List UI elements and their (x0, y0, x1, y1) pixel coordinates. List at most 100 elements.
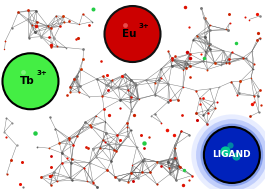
Point (187, 179, 191, 182)
Point (227, 58, 231, 61)
Point (206, 111, 210, 114)
Point (132, 114, 136, 117)
Point (135, 177, 140, 180)
Point (187, 26, 191, 29)
Point (172, 133, 176, 136)
Point (215, 101, 219, 104)
Point (129, 95, 133, 98)
Circle shape (2, 53, 59, 109)
Point (157, 161, 161, 164)
Point (35, 146, 39, 149)
Point (99, 59, 103, 62)
Point (129, 171, 134, 174)
Point (64, 46, 68, 49)
Point (106, 88, 110, 91)
Point (228, 144, 233, 147)
Point (116, 86, 120, 89)
Point (167, 167, 171, 170)
Point (234, 155, 238, 158)
Point (208, 43, 212, 46)
Point (250, 103, 254, 106)
Point (176, 167, 180, 170)
Point (168, 172, 172, 175)
Point (181, 184, 185, 187)
Point (190, 174, 194, 177)
Point (126, 180, 130, 184)
Point (114, 149, 119, 152)
Point (258, 36, 262, 40)
Point (54, 14, 58, 17)
Point (130, 171, 134, 174)
Point (115, 134, 120, 137)
Point (185, 51, 189, 54)
Point (21, 185, 25, 188)
Point (242, 15, 247, 19)
Point (65, 156, 69, 159)
Point (140, 170, 144, 174)
Point (259, 103, 263, 106)
Point (252, 94, 256, 97)
Point (174, 179, 178, 182)
Point (199, 7, 204, 10)
Point (94, 155, 98, 158)
Point (203, 36, 207, 39)
Point (186, 62, 190, 65)
Point (227, 22, 232, 25)
Point (183, 60, 187, 63)
Point (67, 19, 71, 22)
Point (202, 56, 206, 59)
Point (137, 98, 141, 101)
Point (48, 183, 53, 186)
Point (10, 122, 14, 125)
Point (33, 31, 37, 34)
Point (180, 114, 184, 117)
Point (173, 144, 177, 147)
Point (139, 134, 143, 137)
Point (105, 74, 109, 77)
Point (123, 72, 127, 75)
Point (69, 179, 74, 182)
Point (101, 139, 105, 142)
Point (191, 38, 195, 41)
Point (39, 35, 43, 38)
Point (224, 61, 228, 64)
Point (247, 18, 251, 21)
Point (147, 136, 152, 139)
Point (49, 44, 53, 47)
Point (103, 120, 108, 123)
Point (179, 129, 183, 132)
Point (179, 130, 184, 133)
Point (51, 171, 56, 174)
Point (83, 121, 87, 124)
Point (95, 77, 99, 81)
Point (170, 59, 175, 62)
Point (194, 112, 198, 115)
Point (47, 147, 51, 150)
Point (159, 67, 163, 70)
Point (205, 122, 209, 125)
Point (136, 97, 140, 100)
Point (126, 135, 130, 138)
Point (170, 64, 174, 67)
Point (54, 180, 59, 183)
Point (75, 134, 79, 137)
Point (85, 180, 89, 183)
Text: 3+: 3+ (139, 23, 150, 29)
Point (27, 36, 31, 39)
Point (49, 155, 53, 158)
Point (131, 179, 135, 182)
Point (130, 164, 135, 167)
Point (5, 172, 9, 175)
Point (234, 41, 238, 44)
Point (82, 167, 86, 170)
Point (55, 45, 59, 48)
Point (155, 160, 160, 163)
Point (15, 144, 19, 147)
Point (149, 115, 153, 118)
Point (229, 51, 234, 54)
Point (129, 129, 133, 132)
Point (26, 9, 30, 12)
Point (91, 7, 95, 10)
Point (78, 85, 82, 88)
Point (197, 102, 202, 105)
